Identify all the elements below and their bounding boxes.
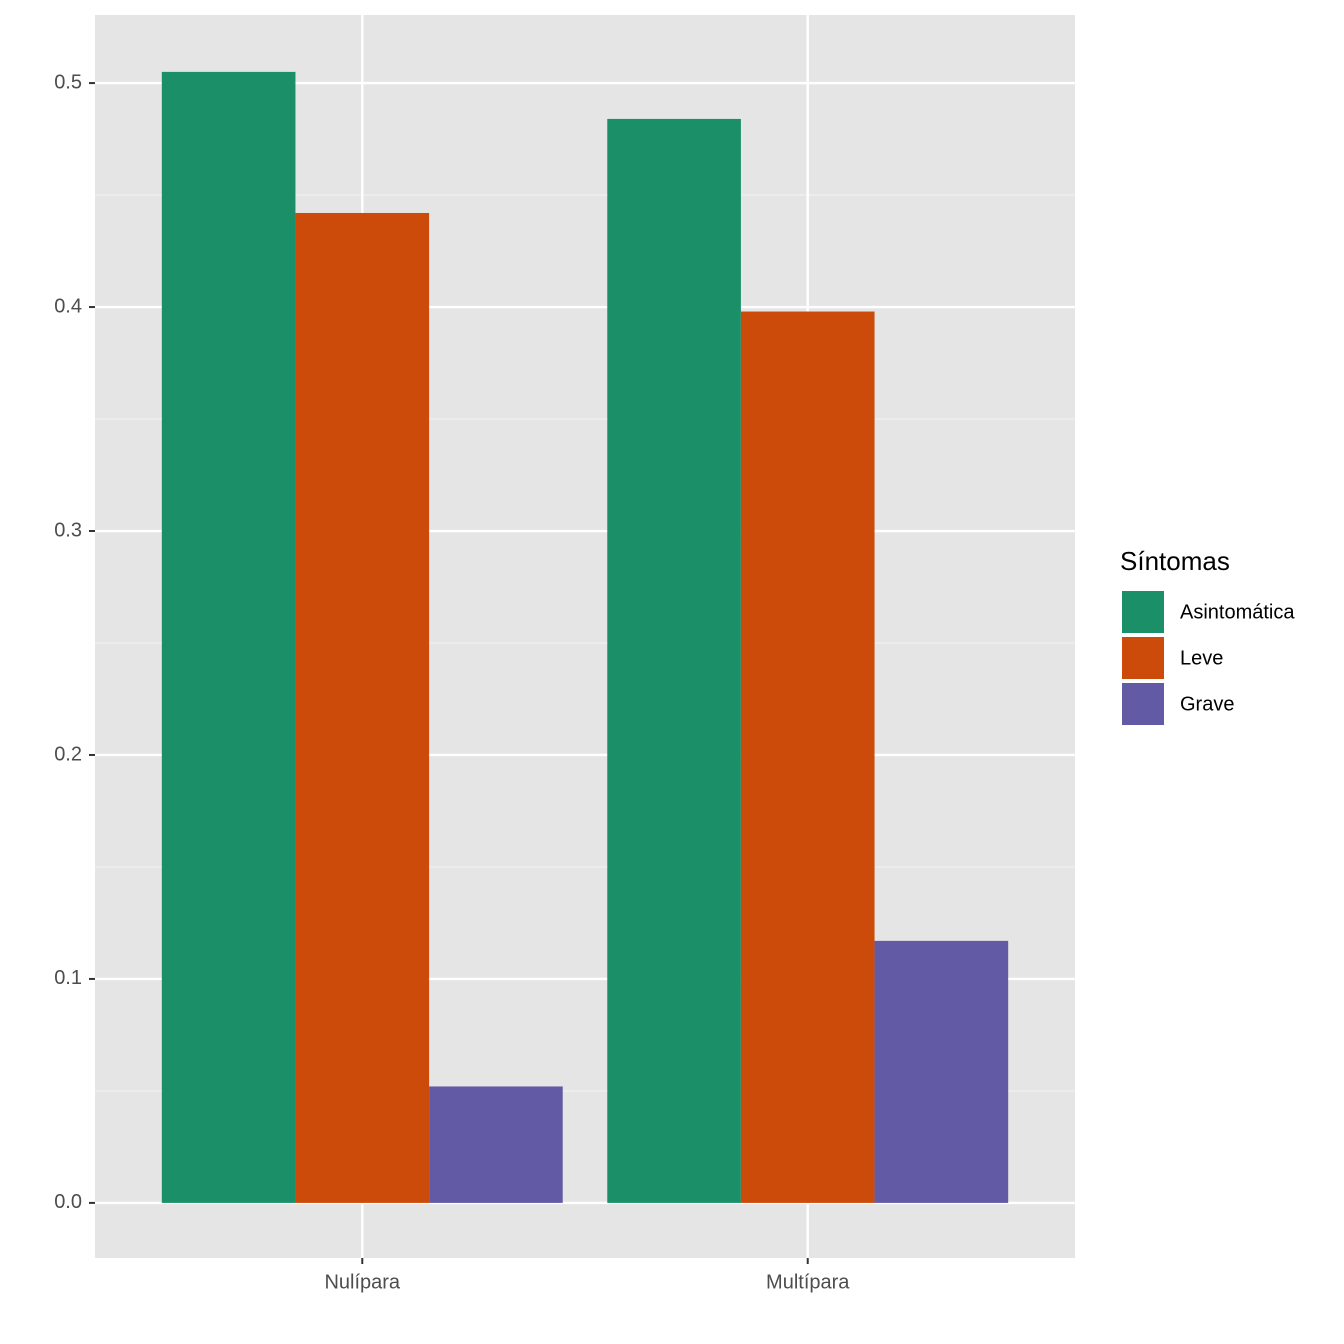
bar: [607, 118, 741, 1203]
y-tick-label: 0.4: [54, 295, 82, 317]
bar: [161, 71, 296, 1203]
bar: [429, 1086, 563, 1203]
legend-label: Leve: [1180, 647, 1223, 669]
bar: [740, 311, 875, 1203]
y-tick-label: 0.1: [54, 967, 82, 989]
x-tick-label: Nulípara: [324, 1271, 400, 1293]
legend-label: Asintomática: [1180, 601, 1295, 623]
bar: [874, 940, 1009, 1203]
legend-title: Síntomas: [1120, 546, 1230, 576]
y-tick-label: 0.0: [54, 1191, 82, 1213]
legend-key: [1122, 683, 1164, 725]
bar: [295, 212, 430, 1203]
legend-label: Grave: [1180, 693, 1234, 715]
x-tick-label: Multípara: [766, 1271, 850, 1293]
y-tick-label: 0.2: [54, 743, 82, 765]
y-tick-label: 0.5: [54, 71, 82, 93]
legend-key: [1122, 637, 1164, 679]
y-tick-label: 0.3: [54, 519, 82, 541]
legend-key: [1122, 591, 1164, 633]
